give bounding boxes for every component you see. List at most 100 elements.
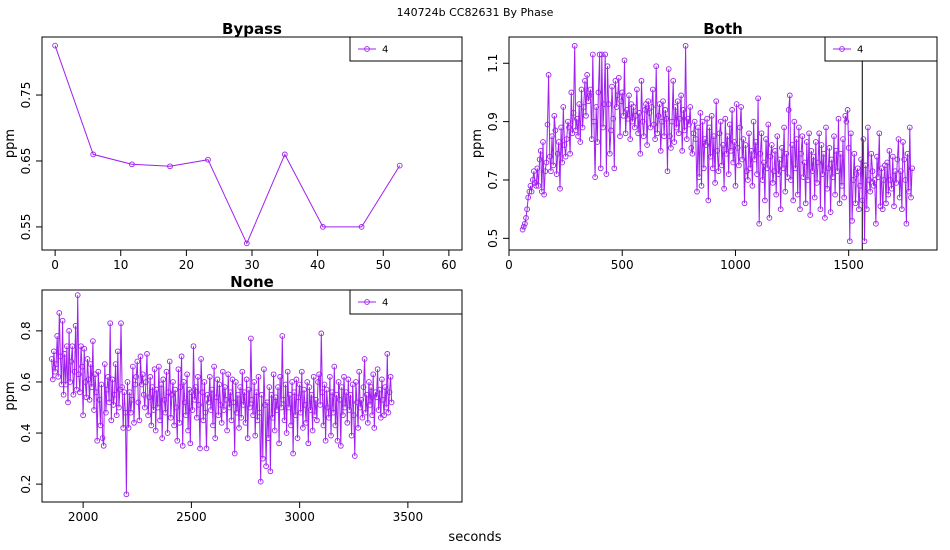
data-point — [747, 165, 754, 172]
data-point — [198, 356, 204, 362]
series-line — [54, 45, 401, 245]
data-point — [843, 118, 850, 125]
data-point — [67, 379, 73, 385]
data-point — [140, 391, 147, 398]
data-point — [310, 373, 317, 380]
data-point — [120, 425, 127, 431]
data-point — [717, 118, 724, 125]
data-point — [321, 381, 328, 388]
data-point — [771, 168, 777, 175]
data-point — [631, 124, 638, 131]
data-point — [358, 396, 365, 403]
data-point — [353, 379, 359, 385]
data-point — [702, 136, 708, 142]
data-point — [724, 133, 731, 140]
data-point — [892, 168, 898, 175]
data-point — [268, 391, 275, 398]
data-point — [166, 358, 173, 365]
data-point — [334, 437, 341, 444]
data-point — [757, 150, 764, 157]
data-point — [217, 402, 224, 408]
data-point — [162, 409, 169, 416]
data-point — [582, 77, 588, 84]
data-point — [351, 453, 358, 459]
data-point — [680, 107, 687, 113]
data-point — [884, 159, 891, 166]
data-point — [257, 478, 264, 485]
x-tick-label: 50 — [376, 258, 391, 272]
data-point — [307, 407, 314, 413]
data-point — [100, 442, 107, 449]
data-point — [837, 150, 844, 157]
data-point — [584, 72, 590, 78]
data-point — [906, 124, 913, 131]
data-point — [350, 412, 357, 419]
data-point — [589, 51, 596, 58]
data-point — [721, 185, 727, 192]
data-point — [711, 133, 717, 140]
data-point — [72, 322, 79, 329]
data-point — [536, 156, 543, 163]
data-point — [657, 147, 664, 154]
data-point — [681, 127, 688, 134]
data-point — [345, 376, 352, 383]
data-point — [551, 112, 558, 119]
data-point — [158, 381, 164, 388]
data-point — [90, 151, 97, 158]
data-point — [629, 118, 636, 125]
data-point — [175, 366, 182, 373]
data-point — [610, 115, 617, 122]
data-point — [356, 368, 363, 375]
data-point — [221, 407, 227, 413]
data-point — [372, 389, 379, 396]
data-point — [59, 317, 66, 324]
x-tick-label: 1500 — [833, 258, 864, 272]
data-point — [852, 200, 859, 207]
data-point — [263, 463, 269, 470]
data-point — [230, 399, 237, 406]
data-point — [193, 414, 200, 421]
data-point — [300, 425, 306, 431]
panel-title: Both — [703, 20, 743, 38]
data-point — [647, 124, 654, 131]
data-point — [57, 353, 64, 360]
data-point — [851, 150, 858, 157]
data-point — [671, 139, 678, 145]
data-point — [850, 177, 857, 183]
data-point — [595, 89, 602, 96]
data-point — [179, 442, 186, 449]
plot-frame — [41, 289, 463, 503]
data-point — [183, 412, 189, 419]
data-point — [849, 217, 855, 224]
data-point — [741, 200, 748, 207]
data-point — [825, 165, 832, 172]
data-point — [236, 425, 242, 431]
data-point — [84, 356, 91, 362]
data-point — [895, 136, 902, 142]
y-tick-label: 0.4 — [19, 423, 33, 442]
data-point — [829, 174, 836, 180]
data-point — [545, 72, 552, 78]
data-point — [231, 450, 238, 457]
data-point — [841, 194, 848, 201]
data-point — [885, 191, 892, 198]
data-point — [58, 381, 65, 388]
data-point — [888, 185, 895, 192]
data-point — [576, 101, 583, 107]
data-point — [764, 165, 771, 172]
y-tick-label: 1.1 — [486, 54, 500, 73]
data-point — [366, 379, 372, 385]
legend-marker — [839, 46, 845, 52]
data-point — [871, 177, 878, 183]
data-point — [715, 168, 722, 175]
data-point — [861, 238, 868, 245]
data-point — [180, 379, 187, 385]
data-point — [528, 188, 535, 195]
data-point — [665, 66, 672, 72]
data-point — [69, 343, 76, 350]
y-tick-label: 0.9 — [486, 112, 500, 131]
data-point — [189, 407, 196, 413]
data-point — [878, 165, 885, 172]
data-point — [344, 419, 351, 426]
y-axis-label: ppm — [3, 381, 18, 410]
